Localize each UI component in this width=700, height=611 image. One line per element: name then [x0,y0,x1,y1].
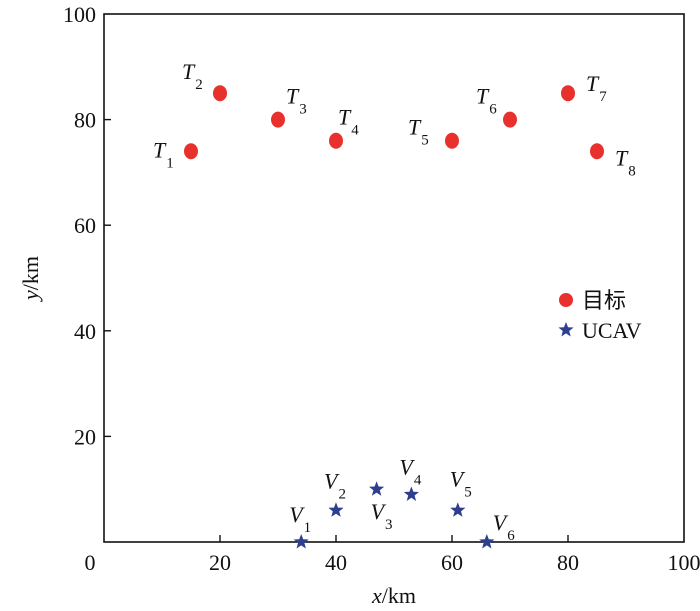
point-label: V3 [371,499,393,533]
target-point [561,85,575,102]
target-point [590,143,604,160]
legend-label-targets: 目标 [582,288,626,313]
y-tick-label: 40 [74,319,96,344]
x-tick-label: 100 [668,550,700,575]
point-label: T4 [338,105,359,139]
y-tick-label: 60 [74,213,96,238]
x-tick-label: 40 [325,550,347,575]
y-tick-label: 20 [74,424,96,449]
point-label: V6 [493,510,515,544]
ucav-point [293,534,309,549]
ucav-point [450,502,466,517]
point-label: T3 [286,84,307,118]
x-axis-label: x/km [371,583,416,608]
ucav-point [369,481,385,496]
point-label: T6 [476,84,497,118]
x-tick-label: 80 [557,550,579,575]
x-tick-label: 20 [209,550,231,575]
point-label: T7 [586,71,607,105]
target-point [271,111,285,128]
point-label: T5 [408,115,429,149]
legend-marker-targets [559,293,573,307]
target-point [184,143,198,160]
legend-label-ucav: UCAV [582,318,642,343]
point-label: T2 [182,59,203,93]
ucav-point [328,502,344,517]
target-point [445,132,459,149]
target-point [503,111,517,128]
target-point [213,85,227,102]
x-tick-label: 60 [441,550,463,575]
x-tick-label: 0 [85,550,96,575]
plot-frame [103,13,685,543]
y-tick-label: 80 [74,108,96,133]
point-label: T1 [153,137,174,171]
legend: 目标 UCAV [558,288,642,343]
y-tick-label: 100 [63,2,96,27]
point-label: V5 [450,466,472,500]
point-label: T8 [615,145,636,179]
ucav-point [479,534,495,549]
target-point [329,132,343,149]
ucav-point [403,486,419,501]
point-label: V4 [399,454,421,488]
y-axis-label: y/km [18,256,43,302]
point-label: V2 [324,468,346,502]
point-label: V1 [289,502,311,536]
legend-marker-ucav [558,322,574,337]
